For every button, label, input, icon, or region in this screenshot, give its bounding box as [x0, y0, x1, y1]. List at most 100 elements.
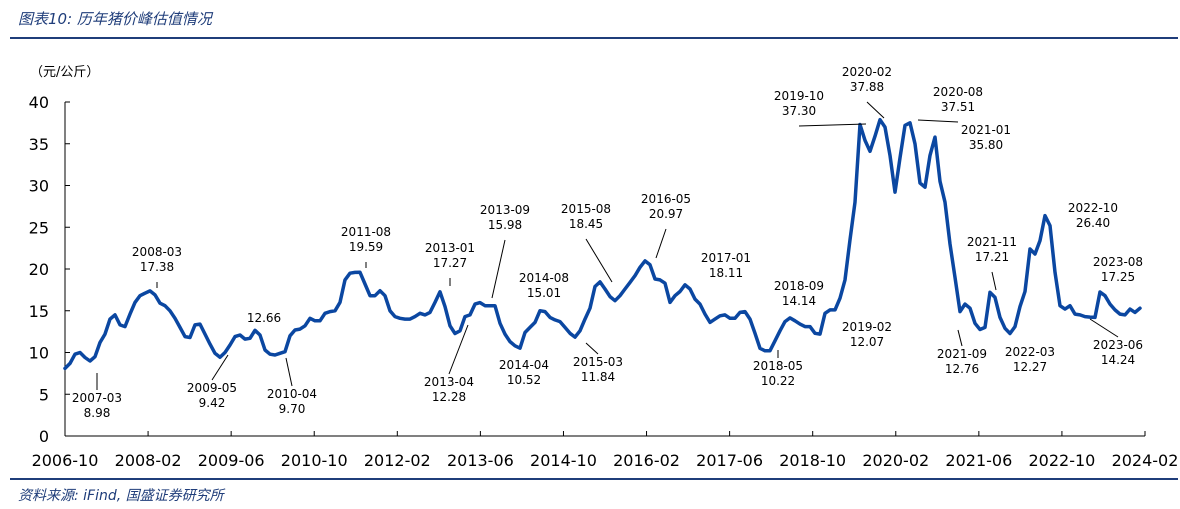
annotation-value: 12.27: [1013, 360, 1047, 374]
annotation-date: 2013-01: [425, 241, 475, 255]
x-tick-label: 2012-02: [364, 451, 431, 470]
y-tick-label: 15: [29, 302, 49, 321]
series-line: [63, 117, 1142, 371]
annotation-leader: [491, 239, 506, 299]
annotation-value: 10.52: [507, 373, 541, 387]
x-tick-label: 2006-10: [32, 451, 99, 470]
annotation-date: 2020-02: [842, 65, 892, 79]
annotation-value: 37.30: [782, 104, 816, 118]
annotation-2009-05: 2009-059.42: [187, 354, 237, 410]
annotation-value: 12.07: [850, 335, 884, 349]
annotation-date: 2013-04: [424, 375, 474, 389]
x-tick-label: 2014-10: [530, 451, 597, 470]
annotation-value: 17.27: [433, 256, 467, 270]
annotation-value: 37.51: [941, 100, 975, 114]
annotation-value: 15.98: [488, 218, 522, 232]
annotation-leader: [655, 228, 667, 259]
annotation-date: 2016-05: [641, 192, 691, 206]
annotation-date: 2015-03: [573, 355, 623, 369]
annotation-2007-03: 2007-038.98: [72, 373, 122, 420]
y-axis-unit-label: （元/公斤）: [30, 65, 99, 80]
annotation-leader: [991, 271, 997, 291]
annotation-value: 17.38: [140, 260, 174, 274]
annotation-date: 2018-05: [753, 359, 803, 373]
annotation-leader: [285, 357, 293, 387]
annotation-date: 2021-09: [937, 347, 987, 361]
x-tick-label: 2020-02: [862, 451, 929, 470]
annotation-leader: [917, 119, 959, 123]
annotation-date: 2010-04: [267, 387, 317, 401]
x-tick-label: 2013-06: [447, 451, 514, 470]
annotation-date: 2011-08: [341, 225, 391, 239]
annotation-date: 2017-01: [701, 251, 751, 265]
footer-rule: [10, 478, 1178, 480]
annotation-date: 2021-01: [961, 123, 1011, 137]
annotation-value: 17.21: [975, 250, 1009, 264]
annotation-leader: [585, 238, 613, 283]
x-tick-label: 2010-10: [281, 451, 348, 470]
annotation-value: 12.28: [432, 390, 466, 404]
annotation-leader: [585, 342, 599, 355]
annotation-date: 2009-05: [187, 381, 237, 395]
source-note: 资料来源: iFind, 国盛证券研究所: [18, 488, 224, 504]
annotation-value: 17.25: [1101, 270, 1135, 284]
annotation-date: 2014-08: [519, 271, 569, 285]
annotation-leader: [957, 329, 963, 347]
annotation-2010-04: 2010-049.70: [267, 357, 317, 416]
x-tick-label: 2024-02: [1112, 451, 1179, 470]
annotation-leader: [211, 354, 229, 381]
annotation-value: 20.97: [649, 207, 683, 221]
y-tick-label: 30: [29, 177, 49, 196]
x-tick-label: 2009-06: [198, 451, 265, 470]
annotation-date: 2019-10: [774, 89, 824, 103]
annotation-value: 26.40: [1076, 216, 1110, 230]
annotation-date: 2019-02: [842, 320, 892, 334]
y-tick-label: 5: [39, 385, 49, 404]
annotation-date: 2023-06: [1093, 338, 1143, 352]
annotation-value: 9.42: [199, 396, 226, 410]
annotation-value: 37.88: [850, 80, 884, 94]
annotation-date: 2015-08: [561, 202, 611, 216]
annotation-date: 2013-09: [480, 203, 530, 217]
y-tick-label: 25: [29, 218, 49, 237]
figure-title: 图表10: 历年猪价峰估值情况: [18, 10, 212, 28]
annotation-value: 12.76: [945, 362, 979, 376]
x-tick-label: 2021-06: [945, 451, 1012, 470]
annotation-value: 11.84: [581, 370, 615, 384]
x-axis-ticks: 2006-10 2008-02 2009-06 2010-10 2012-02 2013-…: [32, 431, 1179, 470]
annotation-date: 2021-11: [967, 235, 1017, 249]
x-tick-label: 2018-10: [779, 451, 846, 470]
x-tick-label: 2016-02: [613, 451, 680, 470]
y-axis-ticks: 0 5 10 15 20 25 30 35 40: [29, 93, 70, 446]
x-tick-label: 2022-10: [1028, 451, 1095, 470]
annotation-value: 15.01: [527, 286, 561, 300]
annotation-date: 2020-08: [933, 85, 983, 99]
annotation-date: 2014-04: [499, 358, 549, 372]
y-tick-label: 10: [29, 344, 49, 363]
header-rule: [10, 37, 1178, 39]
annotation-value: 18.11: [709, 266, 743, 280]
annotation-date: 2022-10: [1068, 201, 1118, 215]
annotation-value: 9.70: [279, 402, 306, 416]
y-tick-label: 35: [29, 135, 49, 154]
x-tick-label: 2017-06: [696, 451, 763, 470]
annotation-value: 14.24: [1101, 353, 1135, 367]
annotation-date: 2022-03: [1005, 345, 1055, 359]
